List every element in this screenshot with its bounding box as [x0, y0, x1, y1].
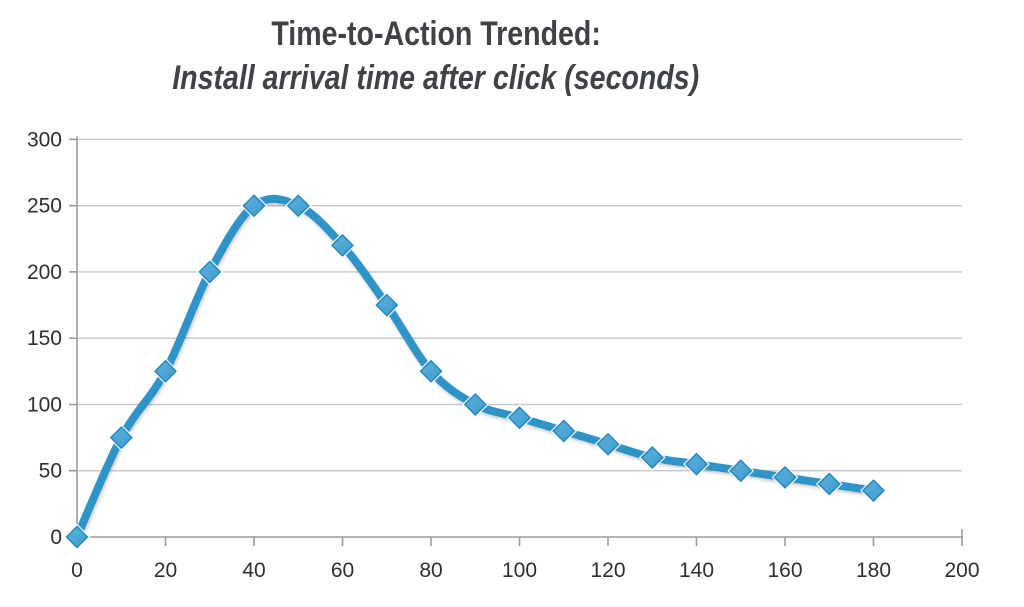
- data-point-marker: [862, 479, 885, 503]
- data-point-marker: [331, 233, 354, 257]
- data-point-marker: [773, 465, 797, 489]
- data-point-marker: [729, 459, 753, 483]
- data-point-marker: [109, 426, 133, 450]
- x-tick-label: 80: [419, 559, 442, 582]
- chart-subtitle: Install arrival time after click (second…: [172, 59, 700, 98]
- x-tick-label: 180: [856, 559, 891, 582]
- data-point-marker: [508, 406, 531, 430]
- data-point-marker: [640, 446, 664, 469]
- data-point-marker: [154, 359, 177, 383]
- chart-title-block: Time-to-Action Trended: Install arrival …: [0, 12, 872, 100]
- tick-labels: 0 50 100 150 200 250 300 0 20 40 60 80 100 120 140 160 1…: [27, 128, 980, 582]
- y-tick-label: 100: [27, 394, 62, 417]
- x-tick-label: 140: [679, 559, 714, 582]
- data-point-marker: [375, 293, 399, 317]
- y-tick-label: 300: [27, 128, 62, 151]
- data-point-marker: [198, 260, 222, 284]
- x-tick-label: 20: [154, 559, 177, 582]
- data-point-marker: [419, 359, 443, 383]
- y-tick-label: 200: [27, 261, 62, 284]
- y-tick-label: 50: [39, 460, 62, 483]
- x-tick-label: 160: [767, 559, 802, 582]
- x-tick-label: 200: [944, 559, 979, 582]
- data-point-marker: [463, 393, 487, 416]
- x-tick-label: 40: [242, 559, 265, 582]
- data-point-marker: [685, 452, 708, 476]
- data-point-marker: [242, 194, 266, 218]
- x-tick-label: 100: [502, 559, 537, 582]
- data-point-marker: [552, 419, 576, 443]
- y-tick-label: 150: [27, 327, 62, 350]
- y-tick-label: 0: [50, 526, 62, 549]
- x-tick-label: 0: [71, 559, 83, 582]
- x-tick-label: 120: [590, 559, 625, 582]
- x-tick-label: 60: [331, 559, 354, 582]
- y-tick-label: 250: [27, 195, 62, 218]
- data-point-marker: [817, 472, 841, 496]
- gridlines: [77, 138, 962, 472]
- chart-title: Time-to-Action Trended:: [271, 15, 601, 53]
- data-point-marker: [65, 525, 89, 549]
- data-point-marker: [286, 194, 310, 218]
- data-point-markers: [63, 192, 887, 551]
- series-line: [73, 195, 878, 541]
- data-point-marker: [596, 432, 620, 456]
